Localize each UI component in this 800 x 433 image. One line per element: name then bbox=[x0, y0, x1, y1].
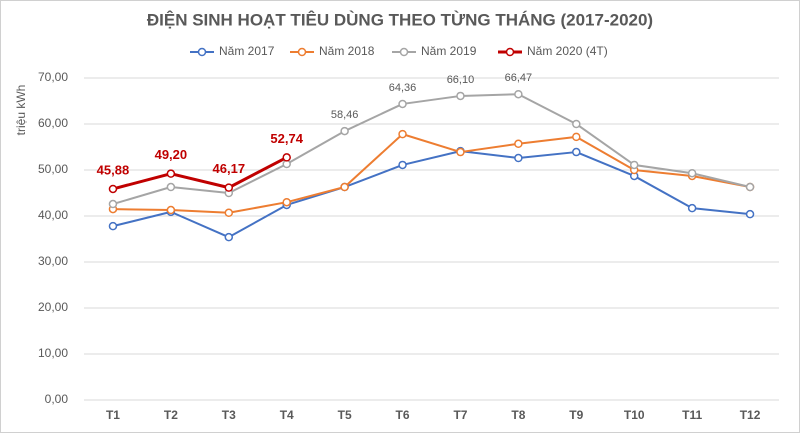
point bbox=[514, 153, 523, 163]
value-label: 45,88 bbox=[97, 162, 130, 177]
x-tick-label: T6 bbox=[396, 408, 410, 422]
value-label: 64,36 bbox=[389, 82, 417, 94]
point bbox=[572, 147, 581, 157]
chart-title: ĐIỆN SINH HOẠT TIÊU DÙNG THEO TỪNG THÁNG… bbox=[147, 10, 653, 29]
legend-label: Năm 2020 (4T) bbox=[527, 44, 608, 58]
y-tick-label: 70,00 bbox=[38, 70, 68, 84]
point bbox=[398, 160, 407, 170]
point bbox=[514, 89, 523, 99]
series-line bbox=[112, 156, 288, 191]
point bbox=[398, 129, 407, 139]
value-label: 46,17 bbox=[213, 161, 246, 176]
point bbox=[456, 147, 465, 157]
value-label: 52,74 bbox=[270, 131, 303, 146]
point bbox=[224, 232, 234, 242]
point bbox=[629, 160, 639, 170]
point bbox=[687, 168, 697, 178]
point bbox=[514, 139, 523, 149]
point bbox=[282, 153, 291, 162]
x-tick-label: T9 bbox=[569, 408, 583, 422]
legend-label: Năm 2018 bbox=[319, 44, 375, 58]
x-tick-label: T10 bbox=[624, 408, 645, 422]
point bbox=[572, 119, 581, 129]
point bbox=[745, 209, 755, 219]
point bbox=[108, 221, 118, 231]
point bbox=[340, 126, 349, 136]
x-tick-label: T3 bbox=[222, 408, 236, 422]
point bbox=[340, 182, 349, 192]
point bbox=[687, 203, 697, 213]
point bbox=[398, 99, 407, 109]
legend-label: Năm 2019 bbox=[421, 44, 477, 58]
point bbox=[166, 169, 176, 178]
y-tick-label: 40,00 bbox=[38, 208, 68, 222]
series-line bbox=[112, 93, 751, 205]
point bbox=[745, 182, 755, 192]
x-tick-label: T2 bbox=[164, 408, 178, 422]
point bbox=[572, 132, 581, 142]
y-tick-label: 60,00 bbox=[38, 116, 68, 130]
x-tick-label: T1 bbox=[106, 408, 120, 422]
series-line bbox=[112, 133, 751, 214]
x-tick-label: T7 bbox=[453, 408, 467, 422]
point bbox=[166, 182, 176, 192]
x-tick-label: T8 bbox=[511, 408, 525, 422]
x-tick-label: T5 bbox=[338, 408, 352, 422]
legend-marker bbox=[505, 47, 515, 57]
x-tick-label: T4 bbox=[280, 408, 294, 422]
legend-marker bbox=[297, 47, 307, 57]
legend-marker bbox=[197, 47, 207, 57]
value-label: 58,46 bbox=[331, 109, 359, 121]
point bbox=[456, 91, 465, 101]
value-label: 66,47 bbox=[505, 72, 533, 84]
value-label: 66,10 bbox=[447, 74, 475, 86]
point bbox=[224, 183, 234, 192]
point bbox=[108, 199, 118, 209]
y-tick-label: 30,00 bbox=[38, 254, 68, 268]
point bbox=[224, 208, 234, 218]
y-axis-label: triệu kWh bbox=[14, 85, 28, 136]
point bbox=[108, 184, 118, 194]
point bbox=[166, 205, 176, 215]
value-label: 49,20 bbox=[155, 147, 188, 162]
point bbox=[282, 197, 291, 207]
legend-label: Năm 2017 bbox=[219, 44, 275, 58]
y-tick-label: 10,00 bbox=[38, 346, 68, 360]
x-tick-label: T12 bbox=[740, 408, 761, 422]
y-tick-label: 20,00 bbox=[38, 300, 68, 314]
series-line bbox=[112, 150, 751, 239]
legend-marker bbox=[399, 47, 409, 57]
y-tick-label: 0,00 bbox=[45, 392, 69, 406]
x-tick-label: T11 bbox=[682, 408, 702, 422]
y-tick-label: 50,00 bbox=[38, 162, 68, 176]
